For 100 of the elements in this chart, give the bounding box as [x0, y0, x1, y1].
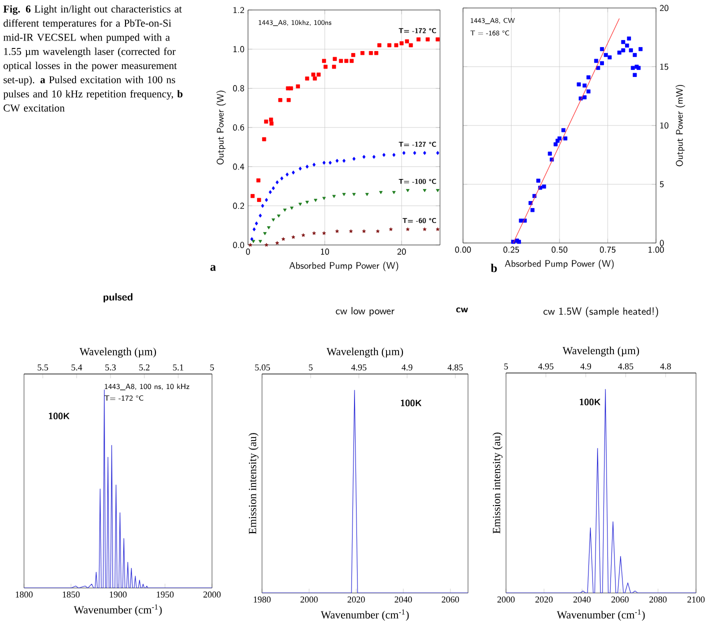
point: [594, 58, 598, 63]
point: [266, 226, 270, 230]
point: [283, 208, 287, 212]
point: [269, 118, 274, 122]
point: [316, 72, 321, 77]
x2-axis-title: Wavelength (µm): [80, 348, 156, 358]
x2-tick-label: 4.9: [402, 364, 412, 370]
point: [379, 191, 383, 194]
point: [252, 227, 256, 232]
point: [608, 55, 612, 60]
point: [423, 150, 426, 155]
point: [272, 218, 276, 222]
point: [332, 56, 337, 61]
y-tick-label: 0.8: [233, 85, 244, 92]
point: [542, 184, 546, 189]
point: [372, 154, 376, 159]
y-tick-label: 15: [660, 64, 668, 70]
point: [264, 198, 268, 202]
x-tick-label: 0.75: [600, 246, 616, 253]
point: [382, 152, 386, 157]
x-tick-label: 2000: [300, 596, 318, 603]
point: [536, 178, 540, 183]
y-axis-title: Output Power (mW): [676, 85, 686, 166]
point: [548, 152, 552, 156]
y-tick-label: 0.0: [233, 242, 244, 248]
point: [368, 51, 373, 56]
point: [376, 229, 380, 233]
x-tick-label: 2000: [497, 596, 515, 603]
point: [582, 95, 587, 100]
point: [402, 150, 406, 155]
y-tick-label: 0.2: [233, 202, 244, 209]
x-axis-title: Wavenumber (cm$^{-1}$): [320, 609, 409, 621]
x2-tick-label: 4.95: [351, 364, 366, 370]
x-tick-label: 1980: [254, 596, 271, 603]
x2-tick-label: 5.2: [139, 364, 150, 370]
point: [627, 36, 631, 41]
point: [281, 237, 286, 241]
chart-title: cw 1.5W (sample heated!): [544, 306, 658, 318]
point: [621, 40, 626, 44]
x-tick-label: 0: [246, 248, 250, 255]
point: [254, 221, 258, 226]
point: [292, 170, 295, 175]
y-tick-label: 1.0: [234, 46, 244, 52]
point: [276, 214, 280, 218]
point: [268, 190, 272, 194]
point: [312, 162, 316, 167]
point: [262, 137, 266, 142]
x-tick-label: 2020: [348, 596, 365, 603]
point: [252, 240, 256, 244]
point: [350, 58, 354, 63]
point: [436, 189, 440, 192]
x-tick-label: 2080: [649, 596, 667, 603]
point: [322, 196, 326, 200]
point: [258, 240, 262, 244]
x2-axis-title: Wavelength (µm): [326, 348, 403, 358]
x-axis-title: Absorbed Pump Power (W): [289, 262, 398, 272]
point: [258, 214, 262, 218]
point: [296, 84, 300, 88]
x2-tick-label: 5.3: [105, 364, 116, 370]
point: [554, 142, 558, 146]
point: [436, 227, 440, 231]
y-tick-label: 5: [660, 181, 664, 188]
y-axis-title: Output Power (W): [216, 90, 226, 164]
x2-tick-label: 4.85: [618, 363, 634, 370]
point: [392, 152, 396, 157]
point: [388, 227, 393, 231]
point: [335, 229, 339, 233]
point: [604, 52, 608, 57]
x-tick-label: 2040: [394, 596, 412, 603]
point: [286, 98, 291, 102]
point: [298, 202, 302, 206]
point: [632, 72, 637, 77]
point: [324, 64, 328, 69]
point: [311, 72, 316, 77]
point: [342, 192, 346, 196]
point: [305, 76, 310, 81]
point: [400, 41, 404, 46]
y-tick-label: 20: [660, 4, 668, 12]
point: [416, 37, 420, 42]
point: [291, 235, 296, 239]
point: [344, 58, 348, 63]
point: [322, 58, 326, 63]
point: [264, 120, 268, 124]
x2-tick-label: 4.8: [660, 363, 671, 370]
point: [406, 189, 410, 192]
x-tick-label: 2060: [442, 596, 459, 603]
x-tick-label: 2100: [687, 596, 705, 603]
point: [312, 76, 317, 81]
point: [298, 166, 302, 171]
point: [617, 50, 622, 55]
x-tick-label: 2020: [535, 596, 553, 603]
point: [586, 75, 590, 80]
x2-tick-label: 4.85: [448, 364, 463, 370]
x-tick-label: 2040: [573, 596, 591, 603]
chart-title: pulsed: [104, 293, 132, 302]
point: [352, 192, 356, 196]
point: [582, 84, 587, 88]
point: [436, 150, 440, 155]
point: [352, 156, 356, 161]
point: [332, 64, 336, 69]
